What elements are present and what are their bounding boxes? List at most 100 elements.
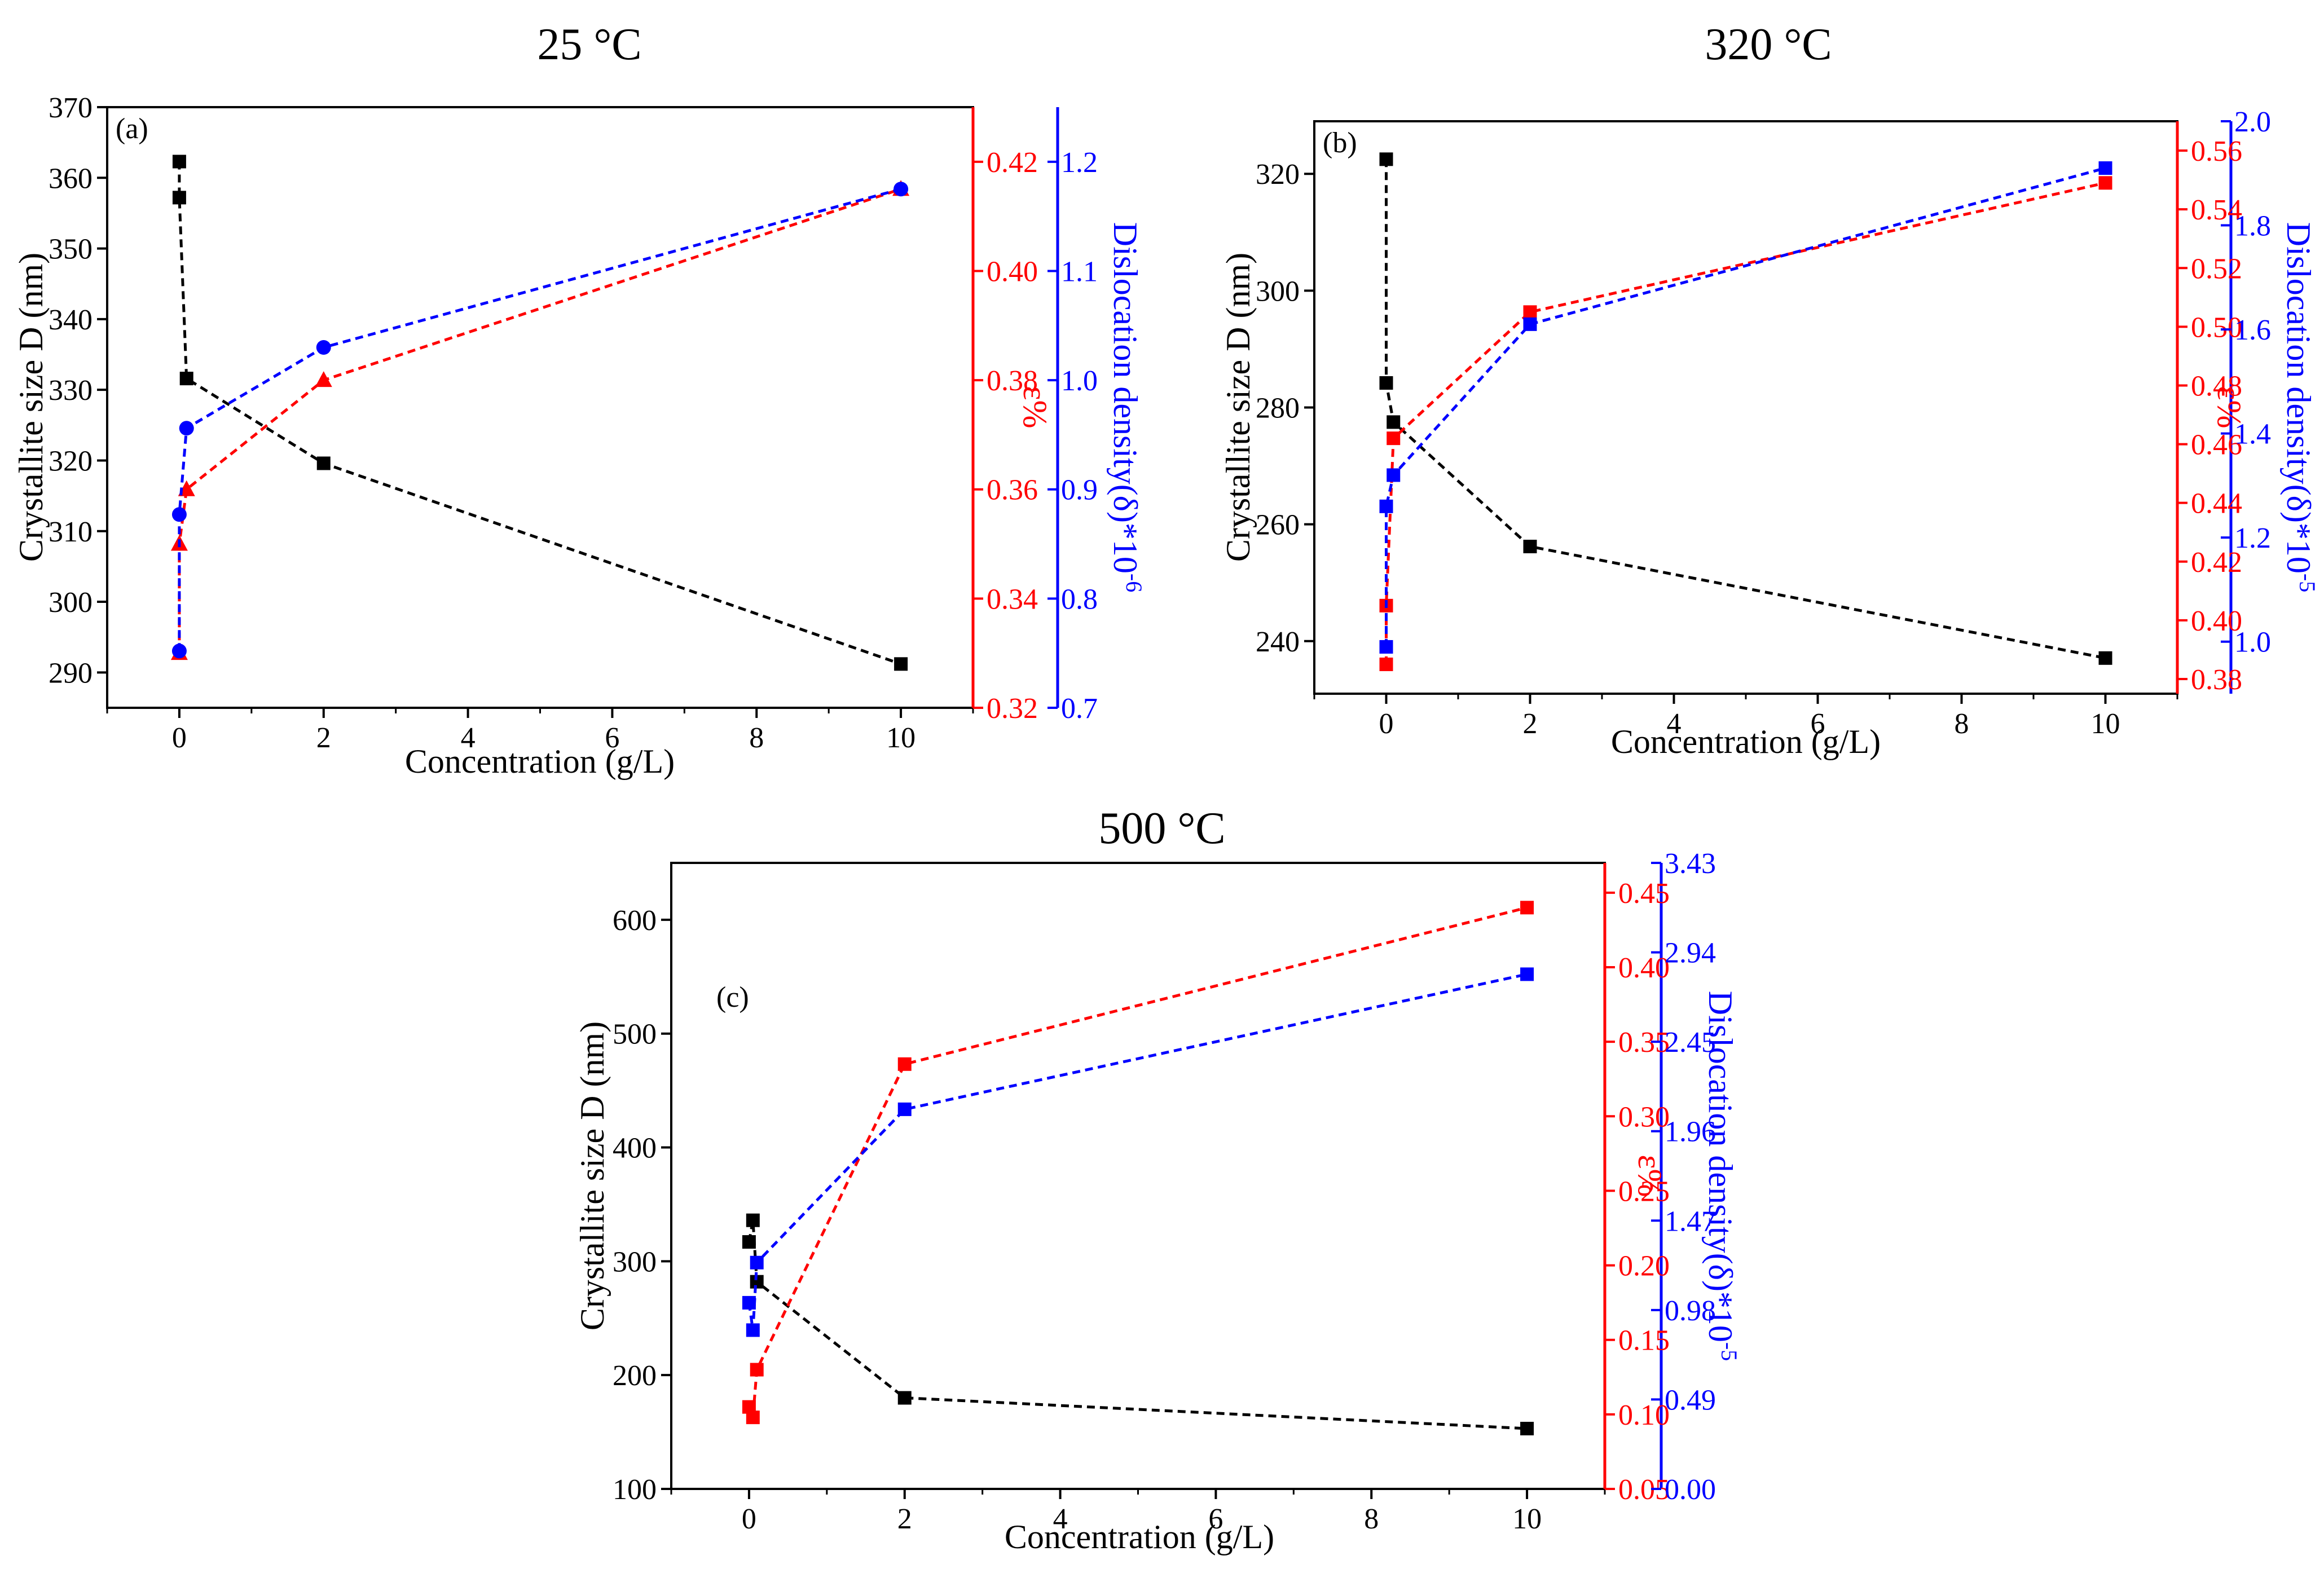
right2-axis-label: Dislocation density(δ)*10-5: [2280, 222, 2320, 593]
y-tick-label: 370: [49, 92, 93, 124]
series-line: [747, 972, 1528, 1330]
x-tick-label: 2: [897, 1503, 912, 1535]
x-tick-label: 8: [749, 722, 764, 754]
y-tick-label: 330: [49, 374, 93, 407]
right2-tick-label: 2.0: [2234, 106, 2271, 138]
panel-title: 500 °C: [1098, 804, 1225, 853]
data-point: [316, 456, 331, 470]
right2-label-exponent: -5: [2295, 574, 2320, 592]
y-tick-label: 360: [49, 162, 93, 195]
panel-a: 25 °C (a) 0 2 4 6 8 10 290 300 310 320 330 340 350 3…: [12, 20, 1147, 780]
panel-tag: (a): [116, 113, 148, 145]
right1-tick-label: 0.30: [1618, 1101, 1670, 1133]
x-axis-label: Concentration (g/L): [1005, 1518, 1274, 1555]
y-tick-label: 320: [49, 445, 93, 477]
x-tick-label: 10: [886, 722, 915, 754]
y-tick-label: 600: [613, 905, 657, 937]
right2-ticks: 1.0 1.2 1.4 1.6 1.8 2.0: [2221, 106, 2271, 659]
right2-tick-label: 2.45: [1665, 1026, 1716, 1059]
y-axis-label: Crystallite size D (nm): [574, 1021, 611, 1330]
right2-tick-label: 1.0: [1061, 365, 1098, 397]
x-ticks: 0 2 4 6 8 10: [670, 1489, 1606, 1535]
x-tick-label: 8: [1955, 708, 1969, 740]
right1-tick-label: 0.38: [987, 365, 1038, 397]
right2-tick-label: 1.6: [2234, 314, 2271, 346]
data-point: [897, 1391, 912, 1405]
data-point: [750, 1363, 764, 1377]
right1-tick-label: 0.56: [2191, 135, 2242, 168]
right2-tick-label: 1.2: [2234, 522, 2271, 554]
right1-axis-label: ε%: [1631, 1154, 1669, 1197]
y-tick-label: 260: [1256, 509, 1300, 541]
plot-frame: [106, 106, 974, 709]
right2-label-exponent: -6: [1121, 574, 1147, 592]
y-tick-label: 300: [1256, 275, 1300, 307]
right2-label-exponent: -5: [1716, 1342, 1742, 1361]
y-tick-label: 340: [49, 304, 93, 336]
data-point: [1520, 967, 1534, 981]
series-layer: [742, 901, 1534, 1436]
right2-tick-label: 0.7: [1061, 693, 1098, 725]
series-line: [747, 906, 1528, 1418]
panel-tag: (c): [716, 981, 749, 1013]
x-ticks: 0 2 4 6 8 10: [1313, 694, 2178, 740]
panel-tag: (b): [1323, 127, 1357, 159]
right1-tick-label: 0.20: [1618, 1250, 1670, 1282]
right2-tick-label: 2.94: [1665, 937, 1716, 969]
data-point: [1523, 317, 1537, 331]
right2-tick-label: 1.96: [1665, 1116, 1716, 1148]
data-point: [1520, 1422, 1534, 1436]
panel-c: 500 °C (c) 0 2 4 6 8 10 100 200 300 400 500 600 0.…: [574, 804, 1742, 1555]
y-tick-label: 300: [613, 1246, 657, 1278]
data-point: [2098, 651, 2112, 665]
data-point: [2098, 176, 2112, 190]
right1-tick-label: 0.32: [987, 693, 1038, 725]
data-point: [1379, 499, 1393, 513]
data-point: [1523, 305, 1537, 319]
right2-tick-label: 3.43: [1665, 848, 1716, 880]
right1-tick-label: 0.42: [987, 147, 1038, 179]
right1-ticks: 0.32 0.34 0.36 0.38 0.40 0.42: [973, 147, 1038, 725]
data-point: [1379, 657, 1393, 671]
y-tick-label: 400: [613, 1132, 657, 1165]
data-point: [750, 1255, 764, 1270]
x-tick-label: 0: [1379, 708, 1394, 740]
data-point: [179, 372, 193, 386]
x-tick-label: 10: [1512, 1503, 1542, 1535]
right1-tick-label: 0.10: [1618, 1399, 1670, 1431]
right1-tick-label: 0.34: [987, 583, 1038, 615]
y-ticks: 100 200 300 400 500 600: [613, 905, 671, 1506]
right2-ticks: 0.00 0.49 0.98 1.47 1.96 2.45 2.94 3.43: [1651, 848, 1716, 1506]
data-point: [1387, 415, 1401, 429]
data-point: [893, 182, 909, 197]
right2-axis-label: Dislocation density(δ)*10-6: [1107, 222, 1147, 593]
right1-tick-label: 0.54: [2191, 194, 2242, 226]
plot-frame: [1313, 120, 2178, 695]
right1-tick-label: 0.48: [2191, 370, 2242, 402]
y-ticks: 290 300 310 320 330 340 350 360 370: [49, 92, 107, 689]
x-tick-label: 0: [172, 722, 187, 754]
data-point: [1379, 640, 1393, 654]
right2-tick-label: 0.00: [1665, 1474, 1716, 1506]
data-point: [179, 421, 194, 436]
series-line: [178, 187, 901, 654]
right1-tick-label: 0.40: [987, 255, 1038, 288]
series-line: [1385, 166, 2106, 647]
series-line: [747, 1220, 1528, 1430]
data-point: [742, 1295, 756, 1310]
data-point: [1379, 152, 1393, 166]
plot-frame: [670, 862, 1606, 1490]
right2-tick-label: 0.49: [1665, 1384, 1716, 1416]
right2-axis-label: Dislocation density(δ)*10-5: [1702, 991, 1742, 1361]
data-point: [172, 155, 186, 169]
series-line: [1385, 159, 2106, 660]
series-layer: [170, 155, 910, 671]
panel-title: 25 °C: [537, 20, 641, 69]
x-tick-label: 4: [1053, 1503, 1068, 1535]
right1-tick-label: 0.05: [1618, 1474, 1670, 1506]
y-tick-label: 500: [613, 1019, 657, 1051]
right1-tick-label: 0.45: [1618, 878, 1670, 910]
right2-tick-label: 1.2: [1061, 147, 1098, 179]
